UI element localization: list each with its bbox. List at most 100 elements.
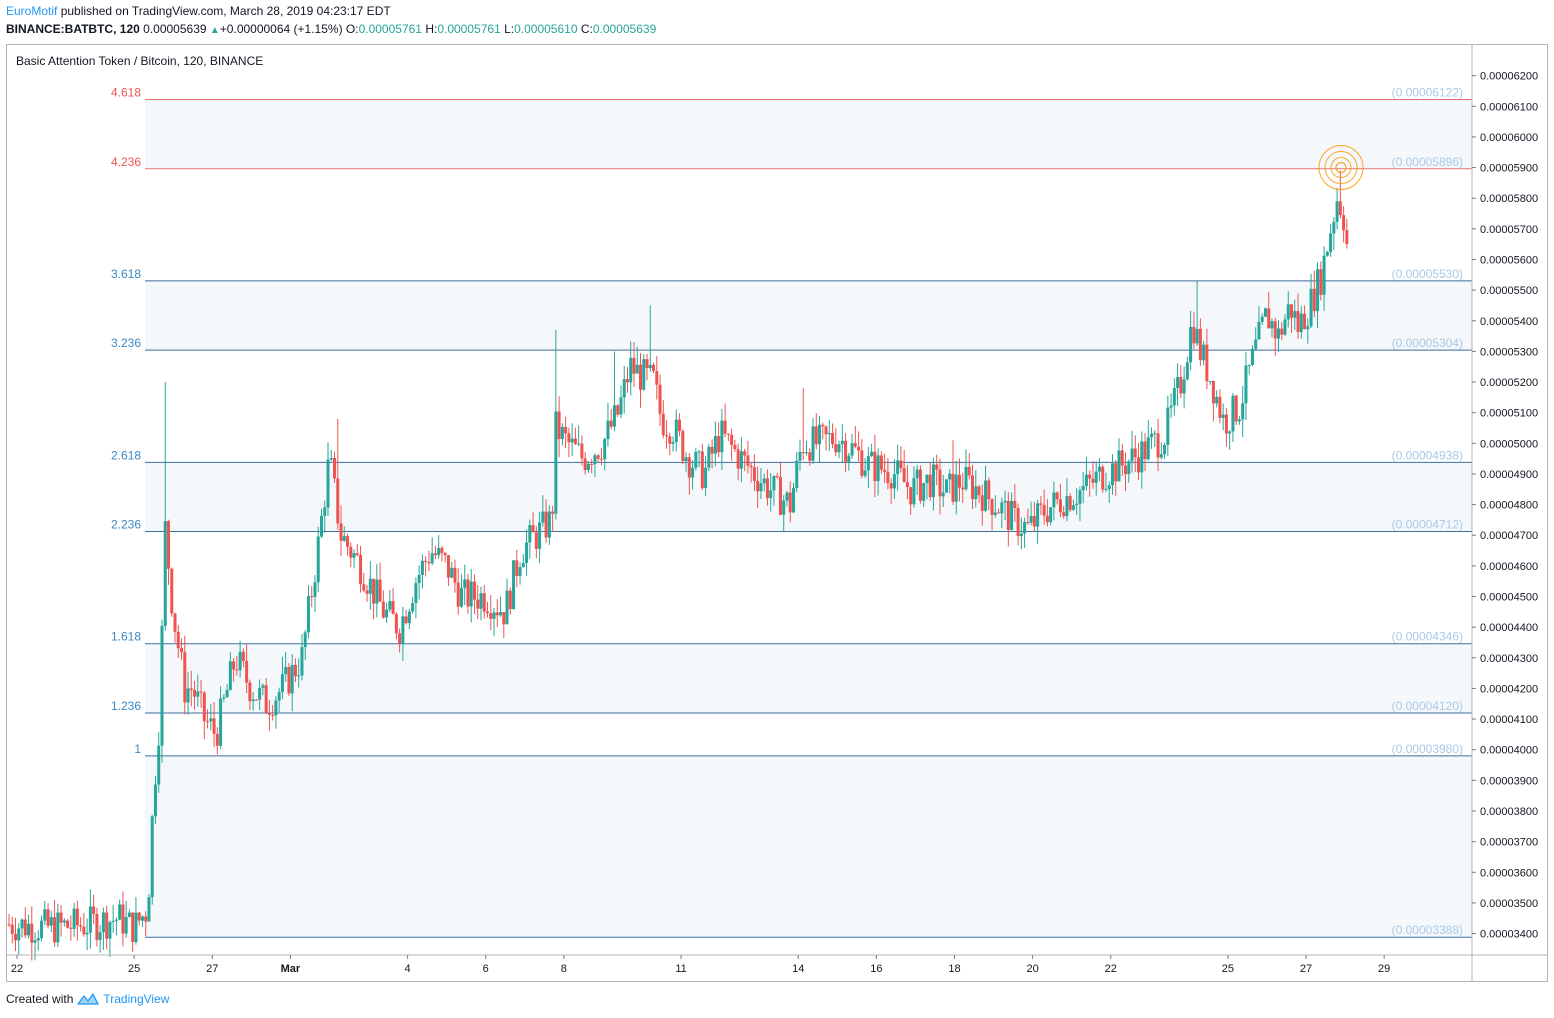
- candle-body: [580, 443, 584, 459]
- candle-body: [424, 560, 428, 563]
- candle-body: [1231, 395, 1235, 432]
- candle-body: [1342, 215, 1346, 231]
- candle-body: [482, 593, 486, 612]
- created-with-text: Created with: [6, 992, 74, 1006]
- candle-body: [492, 612, 496, 619]
- candle-body: [147, 897, 151, 922]
- candle-body: [889, 483, 893, 489]
- peak-marker-ring: [1324, 151, 1358, 185]
- candle-body: [508, 590, 512, 610]
- candle-body: [1182, 379, 1186, 394]
- candle-body: [515, 560, 519, 576]
- candle-body: [300, 647, 304, 676]
- candle-body: [189, 688, 193, 690]
- candle-body: [271, 714, 275, 716]
- candle-body: [1163, 444, 1167, 455]
- candle-body: [417, 575, 421, 584]
- candle-body: [1329, 233, 1333, 252]
- candle-body: [785, 492, 789, 501]
- candle-body: [368, 578, 372, 594]
- price-tick-label: 0.00004700: [1480, 530, 1538, 542]
- candle-body: [609, 420, 613, 427]
- candle-body: [157, 745, 161, 785]
- candle-body: [306, 596, 310, 633]
- time-tick-label: 14: [792, 963, 804, 975]
- candle-body: [1055, 492, 1059, 500]
- candle-body: [1332, 221, 1336, 234]
- candle-body: [1286, 304, 1290, 320]
- open-value: 0.00005761: [358, 22, 422, 36]
- candle-body: [14, 934, 18, 941]
- candle-body: [414, 583, 418, 604]
- candle-body: [658, 384, 662, 414]
- candle-body: [1338, 201, 1342, 216]
- candle-body: [1224, 414, 1228, 434]
- fib-ratio-label: 2.236: [111, 518, 141, 532]
- candle-body: [1273, 321, 1277, 339]
- price-tick-label: 0.00006200: [1480, 71, 1538, 83]
- author-link[interactable]: EuroMotif: [6, 4, 58, 18]
- candle-body: [717, 436, 721, 453]
- candle-body: [883, 469, 887, 472]
- candle-body: [56, 912, 60, 943]
- candle-body: [1003, 500, 1007, 503]
- candle-body: [111, 920, 115, 923]
- candle-body: [1257, 321, 1261, 340]
- candle-body: [202, 692, 206, 722]
- time-axis[interactable]: 22 25 27 Mar 4 6 8 11 14 16 18 20 22 25 27 29: [11, 955, 1390, 975]
- price-tick-label: 0.00003900: [1480, 775, 1538, 787]
- candle-body: [176, 631, 180, 649]
- candle-body: [375, 579, 379, 604]
- candle-body: [1189, 326, 1193, 363]
- tradingview-logo-icon[interactable]: [77, 992, 99, 1006]
- published-text: published on TradingView.com, March 28, …: [60, 4, 391, 18]
- candle-body: [915, 469, 919, 479]
- candle-body: [687, 457, 691, 478]
- candle-body: [902, 468, 906, 483]
- candle-body: [1065, 496, 1069, 517]
- tradingview-brand[interactable]: TradingView: [103, 992, 170, 1006]
- price-tick-label: 0.00005800: [1480, 193, 1538, 205]
- candle-body: [502, 612, 506, 625]
- high-value: 0.00005761: [437, 22, 501, 36]
- candle-body: [206, 721, 210, 723]
- candle-body: [241, 651, 245, 661]
- candle-body: [274, 700, 278, 716]
- price-change: +0.00000064 (+1.15%): [219, 22, 343, 36]
- candle-body: [407, 611, 411, 624]
- candle-body: [173, 613, 177, 632]
- candle-body: [127, 912, 131, 917]
- candle-body: [791, 488, 795, 513]
- candle-body: [619, 397, 623, 415]
- price-tick-label: 0.00004900: [1480, 469, 1538, 481]
- candle-body: [446, 555, 450, 578]
- candle-body: [671, 441, 675, 444]
- candle-body: [180, 648, 184, 653]
- time-tick-label: 18: [948, 963, 960, 975]
- candle-body: [853, 443, 857, 447]
- candle-body: [824, 426, 828, 435]
- candle-body: [1133, 448, 1137, 458]
- chart-panel[interactable]: 4.618 (0.00006122) 4.236 (0.00005896) 3.618 (…: [6, 44, 1548, 982]
- candle-body: [1192, 326, 1196, 344]
- candle-body: [560, 426, 564, 440]
- candle-body: [212, 718, 216, 734]
- candle-body: [1250, 348, 1254, 365]
- candle-body: [1198, 328, 1202, 361]
- candle-body: [329, 458, 333, 460]
- candlestick-chart[interactable]: 4.618 (0.00006122) 4.236 (0.00005896) 3.618 (…: [7, 45, 1547, 981]
- candle-body: [935, 464, 939, 470]
- candle-body: [267, 713, 271, 715]
- price-axis[interactable]: 0.00003400 0.00003500 0.00003600 0.00003700…: [1472, 71, 1538, 941]
- candle-body: [1052, 492, 1056, 508]
- candle-body: [925, 474, 929, 484]
- candle-body: [342, 536, 346, 541]
- candle-body: [1215, 396, 1219, 404]
- candle-body: [756, 480, 760, 492]
- candle-body: [652, 364, 656, 372]
- time-tick-label: 20: [1026, 963, 1038, 975]
- price-tick-label: 0.00004000: [1480, 745, 1538, 757]
- candle-body: [528, 525, 532, 543]
- candle-body: [547, 511, 551, 538]
- candle-body: [948, 473, 952, 480]
